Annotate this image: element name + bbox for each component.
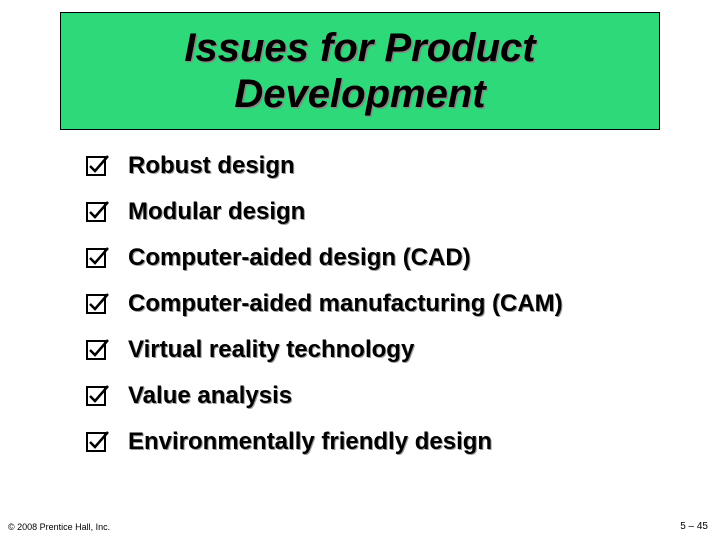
list-item: Modular design bbox=[86, 198, 680, 226]
copyright-text: © 2008 Prentice Hall, Inc. bbox=[8, 522, 110, 532]
title-box: Issues for Product Development bbox=[60, 12, 660, 130]
list-item: Computer-aided design (CAD) bbox=[86, 244, 680, 272]
checkbox-checked-icon bbox=[86, 291, 110, 315]
list-item-label: Modular design bbox=[128, 198, 305, 226]
issues-list: Robust design Modular design Computer-ai… bbox=[86, 152, 680, 474]
list-item: Robust design bbox=[86, 152, 680, 180]
list-item: Value analysis bbox=[86, 382, 680, 410]
list-item: Computer-aided manufacturing (CAM) bbox=[86, 290, 680, 318]
list-item-label: Value analysis bbox=[128, 382, 292, 410]
list-item-label: Virtual reality technology bbox=[128, 336, 414, 364]
checkbox-checked-icon bbox=[86, 199, 110, 223]
checkbox-checked-icon bbox=[86, 429, 110, 453]
checkbox-checked-icon bbox=[86, 337, 110, 361]
list-item-label: Environmentally friendly design bbox=[128, 428, 492, 456]
list-item: Virtual reality technology bbox=[86, 336, 680, 364]
list-item-label: Robust design bbox=[128, 152, 295, 180]
list-item: Environmentally friendly design bbox=[86, 428, 680, 456]
list-item-label: Computer-aided design (CAD) bbox=[128, 244, 471, 272]
title-text: Issues for Product Development bbox=[61, 25, 659, 117]
checkbox-checked-icon bbox=[86, 245, 110, 269]
checkbox-checked-icon bbox=[86, 153, 110, 177]
page-number: 5 – 45 bbox=[680, 521, 708, 532]
checkbox-checked-icon bbox=[86, 383, 110, 407]
list-item-label: Computer-aided manufacturing (CAM) bbox=[128, 290, 563, 318]
